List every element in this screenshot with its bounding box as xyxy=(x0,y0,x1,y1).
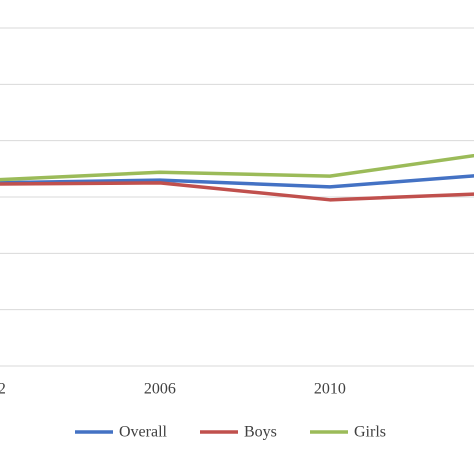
legend-label: Overall xyxy=(119,424,168,441)
data-line xyxy=(0,153,474,182)
x-tick-label: 2010 xyxy=(314,381,346,398)
x-tick-label: 2002 xyxy=(0,381,6,398)
data-line xyxy=(0,181,474,202)
legend-label: Boys xyxy=(244,424,277,441)
data-line xyxy=(0,174,474,189)
x-tick-label: 2006 xyxy=(144,381,176,398)
legend-label: Girls xyxy=(354,424,386,441)
